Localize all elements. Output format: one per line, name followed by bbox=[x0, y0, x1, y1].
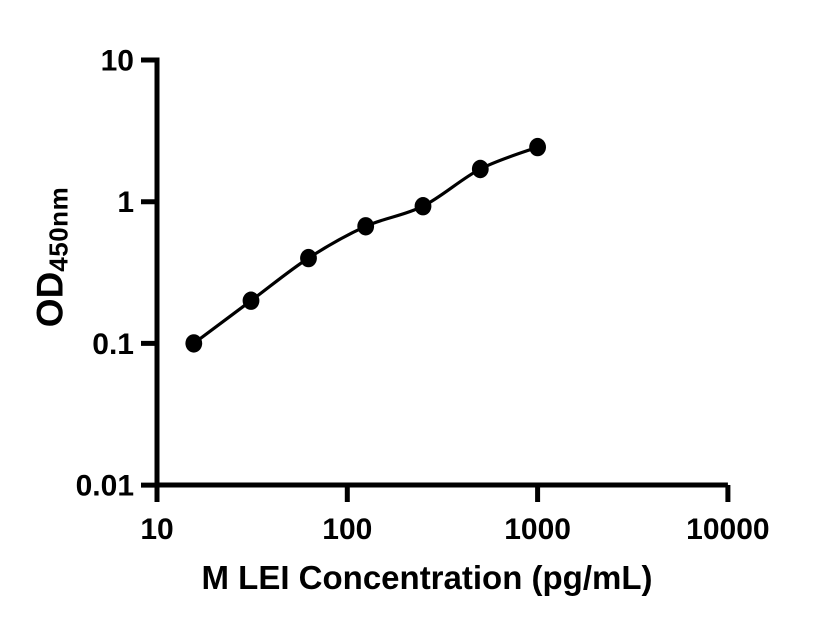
data-point bbox=[357, 217, 375, 236]
y-tick-label: 10 bbox=[101, 45, 134, 78]
data-point bbox=[300, 248, 317, 268]
fit-line bbox=[192, 145, 539, 345]
data-point bbox=[185, 334, 203, 353]
od-subscript-label: 450nm bbox=[43, 186, 74, 272]
data-point bbox=[471, 159, 489, 179]
od-label: OD bbox=[29, 271, 71, 328]
x-axis-title: M LEI Concentration (pg/mL) bbox=[201, 559, 653, 596]
data-point bbox=[242, 291, 260, 310]
data-point bbox=[414, 197, 432, 216]
x-tick-label: 10000 bbox=[686, 513, 769, 546]
y-tick-label: 0.1 bbox=[92, 328, 134, 361]
x-tick-label: 100 bbox=[322, 513, 372, 546]
x-tick-label: 10 bbox=[140, 513, 173, 546]
y-axis-title: OD450nm bbox=[30, 187, 75, 327]
x-tick-label: 1000 bbox=[504, 513, 571, 546]
y-tick-label: 0.01 bbox=[76, 470, 134, 503]
y-tick-label: 1 bbox=[117, 186, 134, 219]
data-point bbox=[529, 137, 546, 157]
